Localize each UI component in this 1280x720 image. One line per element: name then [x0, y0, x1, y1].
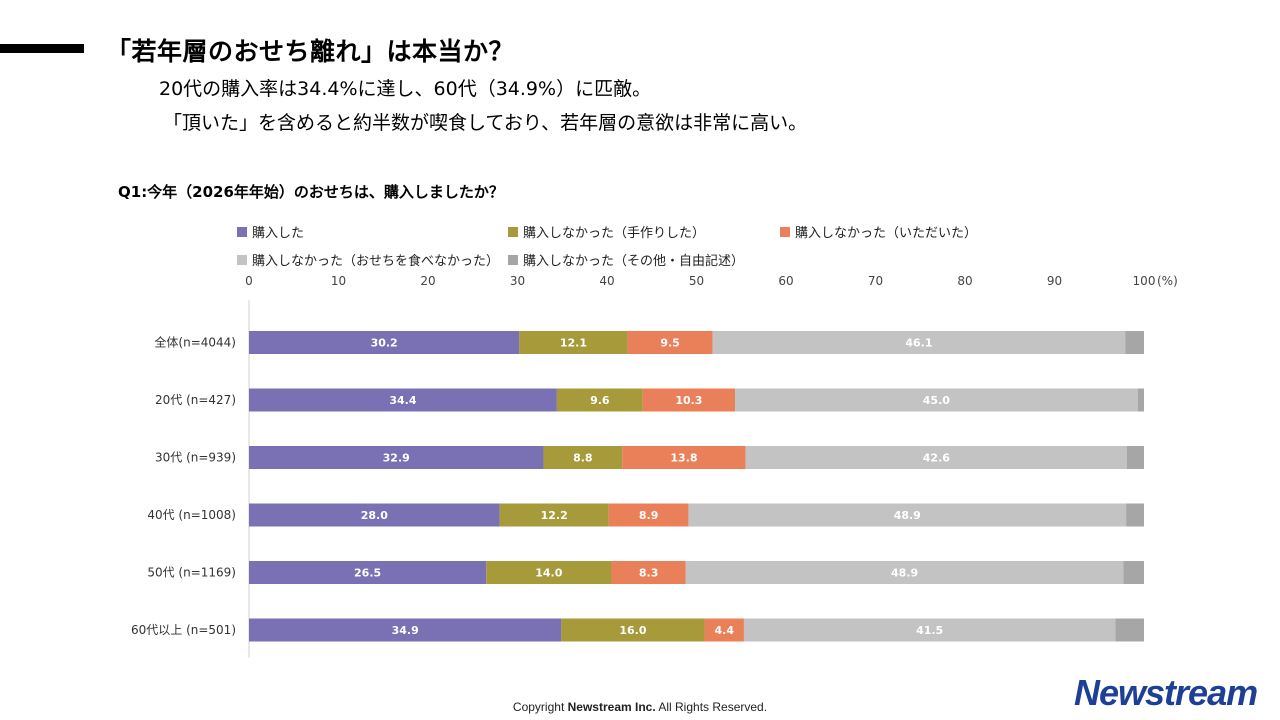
bar-segment	[249, 388, 557, 412]
bar-segment	[249, 446, 544, 469]
bar-segment	[543, 446, 623, 469]
bar-segment	[745, 446, 1127, 469]
x-unit-label: (%)	[1157, 274, 1178, 288]
data-label: 42.6	[923, 452, 950, 465]
data-label: 48.9	[891, 567, 918, 580]
title-accent-bar	[0, 44, 84, 53]
bar-segment	[712, 331, 1126, 354]
category-label: 60代以上 (n=501)	[131, 623, 236, 637]
data-label: 46.1	[905, 337, 932, 350]
data-label: 41.5	[916, 624, 943, 637]
x-tick-label: 100	[1133, 274, 1156, 288]
legend-swatch-0	[237, 226, 247, 237]
data-label: 30.2	[371, 337, 398, 350]
legend-label-0: 購入した	[252, 226, 305, 241]
data-label: 8.9	[639, 509, 659, 522]
bar-segment	[743, 618, 1116, 642]
bar-segment	[622, 446, 746, 469]
bar-segment	[499, 503, 609, 527]
legend-item-1: 購入しなかった（手作りした）	[508, 222, 705, 241]
legend-swatch-4	[508, 254, 518, 265]
copyright-company: Newstream Inc.	[567, 700, 656, 714]
data-label: 12.2	[541, 509, 568, 522]
x-tick-label: 10	[331, 274, 346, 288]
bar-segment	[249, 561, 487, 584]
data-label: 34.9	[392, 624, 419, 637]
copyright-footer: Copyright Newstream Inc. All Rights Rese…	[0, 700, 1280, 714]
stacked-bar-chart: 0 10 20 30 40 50 60 70 80 90 100 (%) 全体(n=4044) 30.2 1…	[131, 274, 1178, 658]
legend-item-2: 購入しなかった（いただいた）	[780, 222, 977, 241]
legend-swatch-2	[780, 226, 790, 237]
legend-item-3: 購入しなかった（おせちを食べなかった）	[237, 250, 499, 269]
newstream-logo: Newstream	[1074, 672, 1258, 713]
legend-label-3: 購入しなかった（おせちを食べなかった）	[252, 254, 500, 269]
bar-segment	[249, 503, 500, 527]
x-tick-label: 40	[599, 274, 614, 288]
copyright-prefix: Copyright	[512, 700, 565, 714]
x-tick-label: 60	[778, 274, 793, 288]
data-label: 8.3	[639, 567, 659, 580]
bar-segment	[249, 331, 520, 354]
legend-swatch-1	[508, 226, 518, 237]
page-title: 「若年層のおせち離れ」は本当か？	[106, 37, 515, 66]
x-tick-label: 80	[957, 274, 972, 288]
legend-swatch-3	[237, 254, 247, 265]
data-label: 34.4	[389, 394, 416, 407]
category-label: 30代 (n=939)	[155, 451, 236, 465]
bar-segment	[1137, 388, 1144, 412]
bar-segment	[642, 388, 735, 412]
category-label: 全体(n=4044)	[154, 335, 236, 350]
data-label: 13.8	[670, 452, 697, 465]
bar-segment	[1115, 618, 1144, 642]
legend-label-4: 購入しなかった（その他・自由記述）	[523, 254, 745, 269]
legend-label-2: 購入しなかった（いただいた）	[795, 226, 978, 241]
bar-segment	[556, 388, 643, 412]
legend-item-0: 購入した	[237, 222, 304, 241]
data-label: 45.0	[923, 394, 950, 407]
subtitle-line-1: 20代の購入率は34.4%に達し、60代（34.9%）に匹敵。	[159, 78, 652, 100]
legend-item-4: 購入しなかった（その他・自由記述）	[508, 250, 744, 269]
data-label: 8.8	[573, 452, 593, 465]
data-label: 9.6	[590, 394, 610, 407]
data-label: 28.0	[361, 509, 388, 522]
bar-segment	[249, 618, 562, 642]
bar-segment	[611, 561, 686, 584]
bar-segment	[608, 503, 689, 527]
data-label: 16.0	[619, 624, 646, 637]
bar-segment	[704, 618, 744, 642]
bar-segment	[486, 561, 612, 584]
x-tick-label: 30	[510, 274, 525, 288]
data-label: 14.0	[535, 567, 562, 580]
data-label: 10.3	[675, 394, 702, 407]
x-tick-label: 20	[420, 274, 435, 288]
copyright-rights: All Rights Reserved.	[658, 700, 768, 714]
data-label: 32.9	[383, 452, 410, 465]
x-tick-label: 50	[689, 274, 704, 288]
bar-segment	[519, 331, 628, 354]
bar-segment	[685, 561, 1124, 584]
category-label: 20代 (n=427)	[155, 393, 236, 407]
bar-segment	[627, 331, 713, 354]
x-tick-label: 0	[245, 274, 253, 288]
subtitle-line-2: 「頂いた」を含めると約半数が喫食しており、若年層の意欲は非常に高い。	[163, 112, 808, 134]
data-label: 4.4	[714, 624, 734, 637]
category-label: 40代 (n=1008)	[147, 508, 236, 522]
bar-segment	[1126, 446, 1144, 469]
bar-segment	[734, 388, 1138, 412]
data-label: 9.5	[660, 337, 680, 350]
data-label: 26.5	[354, 567, 381, 580]
bar-segment	[688, 503, 1127, 527]
bar-segment	[1126, 503, 1144, 527]
legend-label-1: 購入しなかった（手作りした）	[523, 226, 706, 241]
data-label: 48.9	[894, 509, 921, 522]
bar-segment	[1125, 331, 1144, 354]
category-label: 50代 (n=1169)	[147, 566, 236, 580]
chart-title: Q1:今年（2026年年始）のおせちは、購入しましたか？	[118, 183, 504, 201]
bar-segment	[1123, 561, 1144, 584]
bar-segment	[561, 618, 705, 642]
x-tick-label: 90	[1047, 274, 1062, 288]
x-tick-label: 70	[868, 274, 883, 288]
data-label: 12.1	[560, 337, 587, 350]
